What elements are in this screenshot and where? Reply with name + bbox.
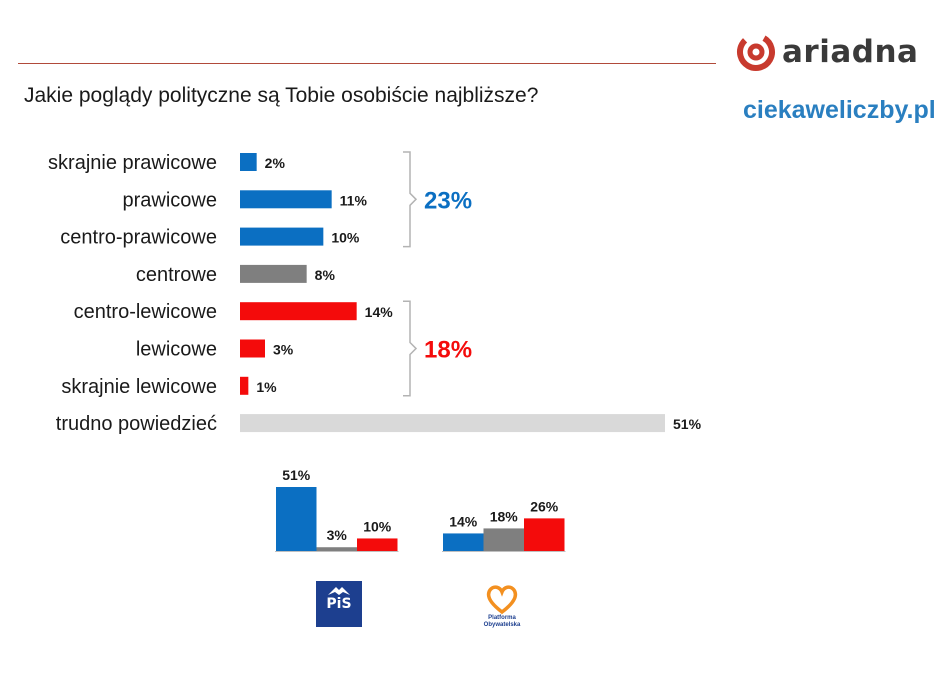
- question-title: Jakie poglądy polityczne są Tobie osobiś…: [24, 84, 539, 107]
- party-bar-value-label: 10%: [363, 518, 392, 534]
- header-divider: [18, 63, 716, 64]
- pis-logo-text: PiS: [326, 596, 352, 612]
- party-bar-value-label: 51%: [282, 467, 311, 483]
- party-bar: [357, 538, 398, 551]
- category-label: prawicowe: [123, 189, 217, 211]
- bar: [240, 227, 324, 246]
- category-label: lewicowe: [136, 339, 217, 361]
- ariadna-spiral-icon: [737, 33, 775, 71]
- ariadna-logo: ariadna: [736, 28, 918, 76]
- eagle-icon: [328, 587, 350, 595]
- bar: [240, 264, 307, 283]
- party-bar: [524, 518, 565, 551]
- bar: [240, 153, 257, 171]
- bar: [240, 414, 665, 433]
- bar: [240, 302, 357, 321]
- group-total-label: 23%: [424, 187, 472, 214]
- category-label: trudno powiedzieć: [56, 413, 217, 435]
- category-label: centro-lewicowe: [74, 301, 217, 323]
- bar-value-label: 1%: [256, 379, 277, 395]
- bar-value-label: 3%: [273, 342, 294, 358]
- party-bar: [276, 487, 317, 551]
- party-bar-value-label: 26%: [530, 498, 559, 514]
- party-bar-value-label: 14%: [449, 513, 478, 529]
- bar-value-label: 51%: [673, 416, 702, 432]
- group-bracket: [403, 300, 418, 397]
- party-bar-value-label: 3%: [327, 527, 348, 543]
- bar-value-label: 2%: [265, 155, 286, 171]
- category-label: skrajnie prawicowe: [48, 152, 217, 174]
- brand-name: ariadna: [782, 34, 919, 70]
- party-bar: [443, 533, 484, 551]
- bar-value-label: 14%: [365, 304, 394, 320]
- pis-logo: PiS: [316, 581, 362, 627]
- party-bar: [316, 547, 357, 551]
- bar-value-label: 11%: [340, 192, 368, 208]
- party-bar-value-label: 18%: [490, 508, 519, 524]
- site-name: ciekaweliczby.pl: [743, 96, 936, 124]
- group-total-label: 18%: [424, 337, 472, 364]
- bar: [240, 376, 249, 395]
- bar: [240, 339, 265, 358]
- po-logo-text: Platforma Obywatelska: [483, 615, 521, 628]
- category-label: skrajnie lewicowe: [61, 376, 217, 398]
- category-label: centrowe: [136, 264, 217, 286]
- bar-value-label: 10%: [331, 230, 360, 246]
- party-bar: [483, 528, 524, 551]
- po-heart-icon: [486, 585, 518, 615]
- bar: [240, 190, 332, 209]
- group-bracket: [403, 151, 418, 248]
- po-logo: Platforma Obywatelska: [472, 583, 532, 635]
- category-label: centro-prawicowe: [60, 227, 217, 249]
- bar-value-label: 8%: [315, 267, 336, 283]
